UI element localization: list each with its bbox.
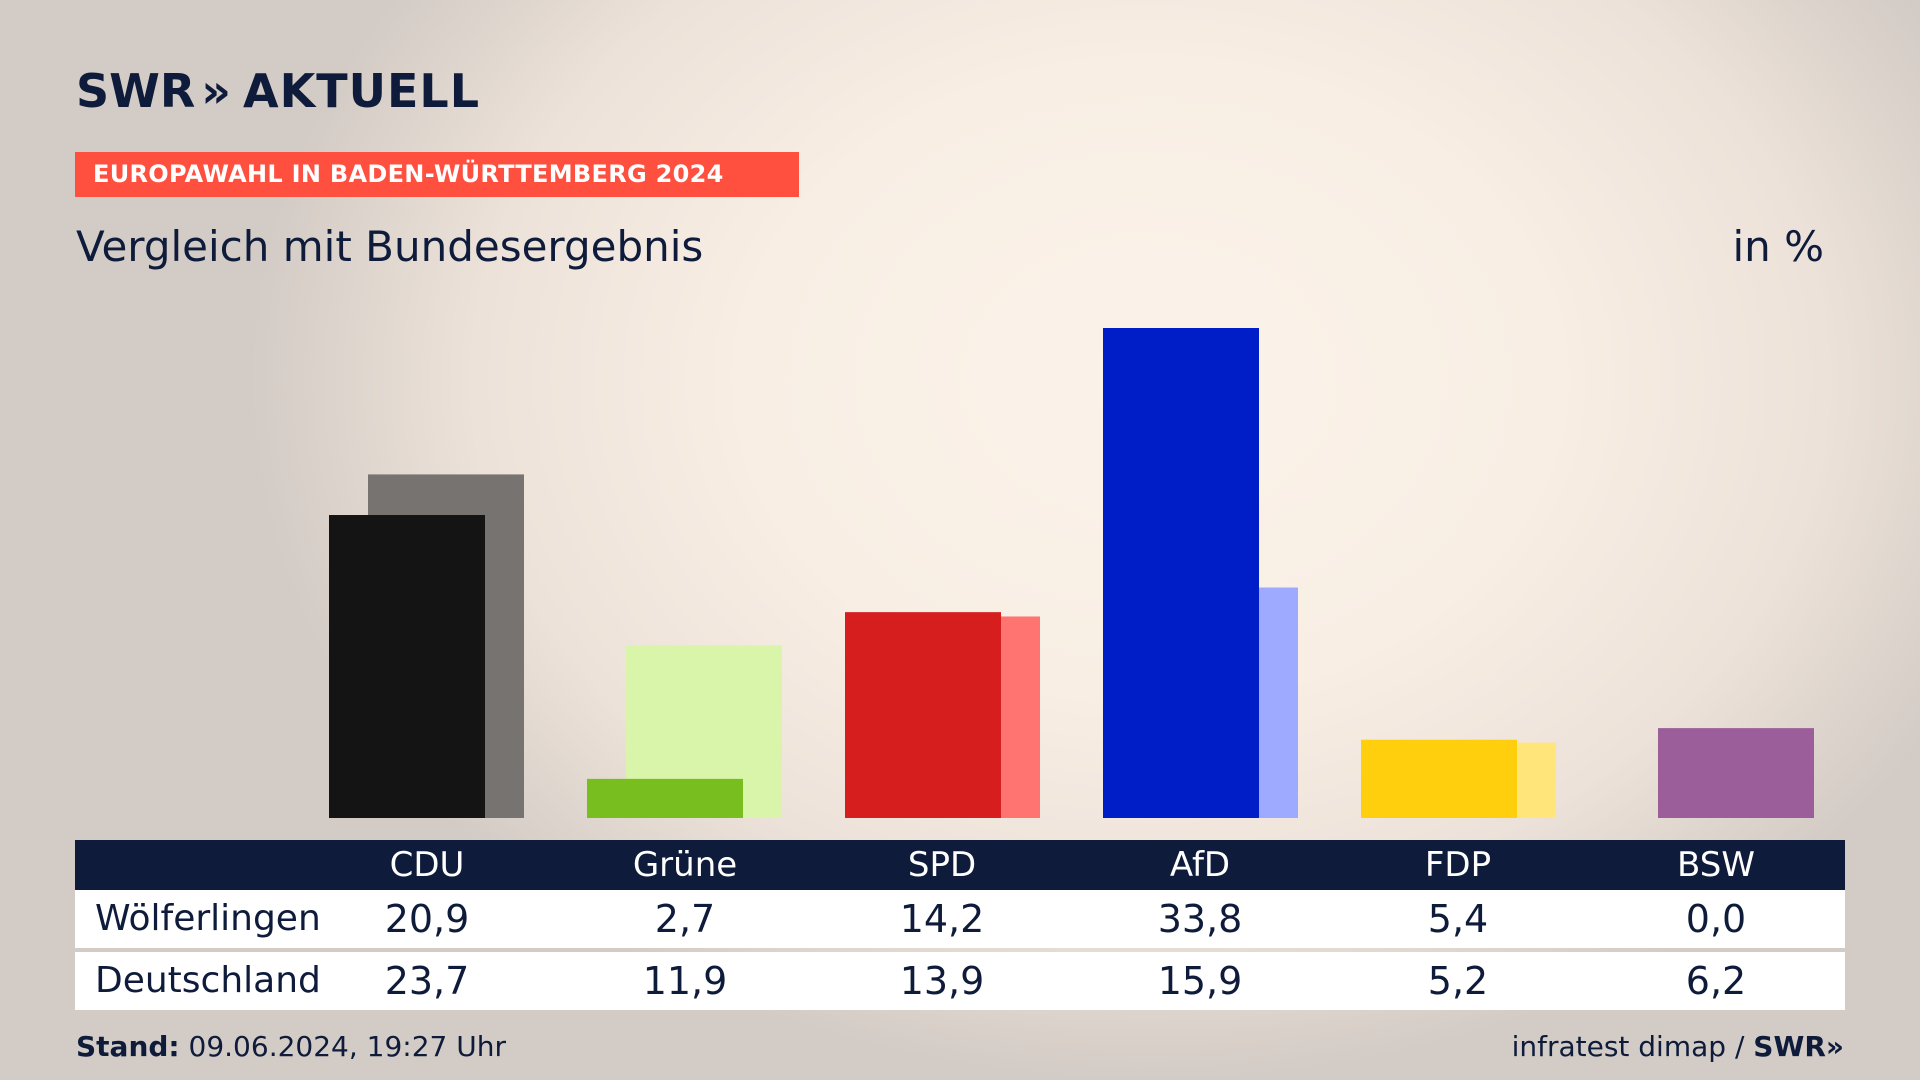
bar-woelferlingen-afd [1103,328,1259,818]
value-cell: 14,2 [899,897,985,941]
value-cell: 2,7 [654,897,716,941]
value-cell: 23,7 [384,959,470,1003]
value-cell: 0,0 [1685,897,1747,941]
logo-aktuell: AKTUELL [243,64,481,118]
bar-chart [329,328,1814,818]
unit-label: in % [1732,222,1824,271]
chart-subtitle: Vergleich mit Bundesergebnis [76,222,704,271]
bar-woelferlingen-cdu [329,515,485,818]
value-cell: 33,8 [1157,897,1243,941]
value-cell: 13,9 [899,959,985,1003]
logo-arrows-icon: » [201,64,232,118]
value-cell: 6,2 [1685,959,1747,1003]
source-text: infratest dimap / [1511,1030,1745,1063]
party-header: Grüne [632,845,738,885]
party-header: CDU [389,845,465,885]
election-banner: EUROPAWAHL IN BADEN-WÜRTTEMBERG 2024 [75,152,799,197]
value-cell: 11,9 [642,959,728,1003]
row-label: Deutschland [95,960,321,1001]
bar-woelferlingen-fdp [1361,739,1517,818]
value-cell: 15,9 [1157,959,1243,1003]
value-cell: 20,9 [384,897,470,941]
party-header: SPD [907,845,977,885]
party-header: AfD [1169,845,1231,885]
table-row-woelferlingen: Wölferlingen 20,9 2,7 14,2 33,8 5,4 0,0 [75,890,1845,948]
table-row-deutschland: Deutschland 23,7 11,9 13,9 15,9 5,2 6,2 [75,952,1845,1010]
logo-swr: SWR [76,64,196,118]
row-label: Wölferlingen [95,898,321,939]
results-table: CDU Grüne SPD AfD FDP BSW Wölferlingen 20,9 2,… [75,840,1845,1010]
source-credit: infratest dimap / SWR» [1512,1030,1844,1063]
bar-woelferlingen-grüne [587,778,743,818]
stand-value: 09.06.2024, 19:27 Uhr [188,1030,506,1063]
bar-deutschland-bsw [1658,728,1814,818]
party-header: FDP [1424,845,1492,885]
stand-label: Stand: [76,1030,180,1063]
value-cell: 5,4 [1427,897,1489,941]
timestamp: Stand: 09.06.2024, 19:27 Uhr [76,1030,506,1063]
table-header: CDU Grüne SPD AfD FDP BSW [75,840,1845,890]
party-header: BSW [1677,845,1755,885]
swr-brand: SWR» [1753,1030,1844,1063]
value-cell: 5,2 [1427,959,1489,1003]
swr-aktuell-logo: SWR » AKTUELL [76,68,480,114]
bar-woelferlingen-spd [845,612,1001,818]
